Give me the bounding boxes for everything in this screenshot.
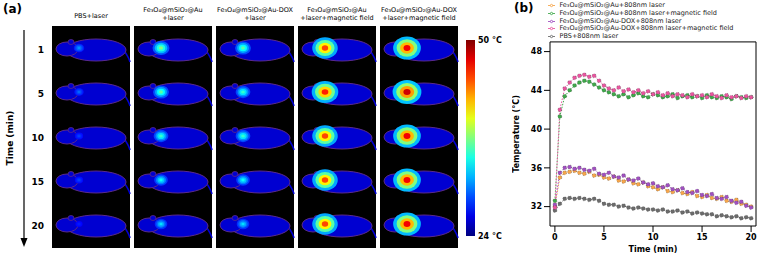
svg-text:10: 10	[31, 133, 44, 143]
svg-text:24 °C: 24 °C	[478, 232, 502, 241]
svg-text:Fe₃O₄@mSiO₂@Au: Fe₃O₄@mSiO₂@Au	[143, 6, 202, 14]
svg-text:+laser+magnetic field: +laser+magnetic field	[382, 14, 455, 22]
svg-text:Fe₃O₄@mSiO₂@Au: Fe₃O₄@mSiO₂@Au	[307, 6, 366, 14]
html-text:Fe₃O₄@mSiO₂@Au-DOX+808nm laser: Fe₃O₄@mSiO₂@Au-DOX+808nm laser+magnetic …	[559, 24, 734, 33]
svg-text:Fe₃O₄@mSiO₂@Au-DOX: Fe₃O₄@mSiO₂@Au-DOX	[381, 6, 457, 14]
svg-text:+laser: +laser	[162, 14, 184, 22]
svg-text:20: 20	[746, 233, 758, 242]
svg-text:15: 15	[696, 233, 708, 242]
svg-text:44: 44	[531, 86, 543, 95]
svg-text:1: 1	[38, 45, 44, 55]
html-text:Fe₃O₄@mSiO₂@Au+808nm laser+mag: Fe₃O₄@mSiO₂@Au+808nm laser+magnetic fiel…	[559, 9, 717, 18]
svg-text:32: 32	[531, 202, 542, 211]
svg-text:Fe₃O₄@mSiO₂@Au-DOX: Fe₃O₄@mSiO₂@Au-DOX	[217, 6, 293, 14]
svg-text:15: 15	[31, 177, 44, 187]
svg-text:40: 40	[531, 125, 543, 134]
svg-text:Time (min): Time (min)	[629, 245, 678, 254]
svg-text:48: 48	[531, 47, 543, 56]
svg-text:(a): (a)	[3, 2, 22, 16]
html-text:Fe₃O₄@mSiO₂@Au-DOX+808nm laser: Fe₃O₄@mSiO₂@Au-DOX+808nm laser	[559, 16, 682, 25]
html-text:(b): (b)	[514, 1, 534, 15]
svg-text:Temperature (°C): Temperature (°C)	[512, 95, 521, 173]
svg-text:0: 0	[552, 233, 558, 242]
svg-text:5: 5	[601, 233, 607, 242]
svg-text:36: 36	[531, 164, 543, 173]
svg-text:50 °C: 50 °C	[478, 36, 502, 45]
svg-text:Time (min): Time (min)	[5, 111, 15, 166]
svg-text:PBS+laser: PBS+laser	[74, 12, 108, 20]
svg-text:5: 5	[38, 89, 44, 99]
svg-text:20: 20	[31, 221, 44, 231]
svg-text:+laser: +laser	[244, 14, 266, 22]
html-text:PBS+808nm laser: PBS+808nm laser	[559, 32, 619, 41]
html-text:Fe₃O₄@mSiO₂@Au+808nm laser: Fe₃O₄@mSiO₂@Au+808nm laser	[559, 1, 665, 10]
svg-text:+laser+magnetic field: +laser+magnetic field	[300, 14, 373, 22]
svg-text:10: 10	[647, 233, 659, 242]
